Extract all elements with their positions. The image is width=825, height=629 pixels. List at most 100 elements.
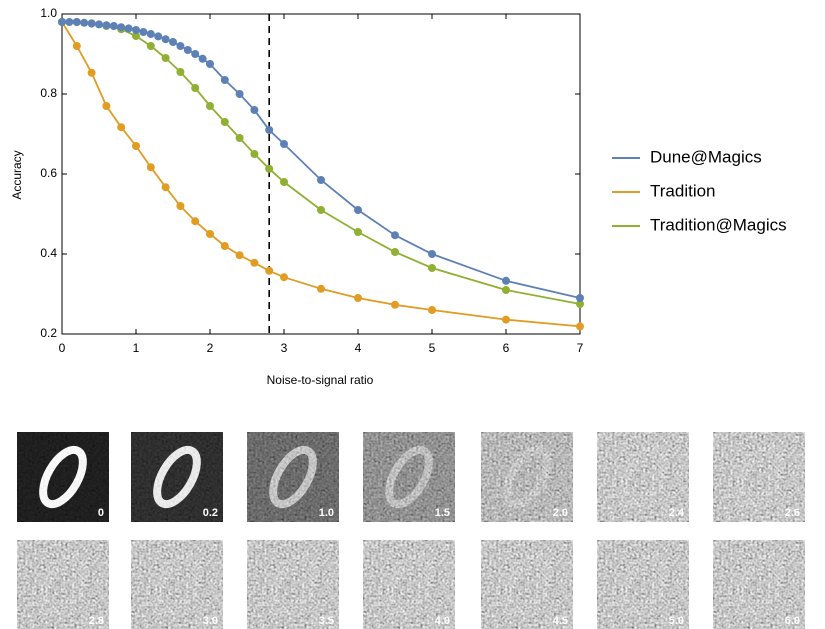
y-axis-label: Accuracy	[10, 150, 24, 199]
data-point	[139, 28, 147, 36]
x-tick-label: 3	[281, 341, 288, 355]
y-tick-label: 0.8	[40, 86, 57, 100]
thumbnail: 2.0	[481, 432, 573, 522]
legend-label: Tradition@Magics	[650, 215, 787, 234]
thumbnail-label: 3.0	[203, 615, 218, 627]
thumbnail: 4.5	[481, 540, 573, 629]
thumbnail: 2.4	[597, 432, 689, 522]
data-point	[147, 42, 155, 50]
y-tick-label: 0.4	[40, 246, 57, 260]
data-point	[162, 183, 170, 191]
data-point	[147, 163, 155, 171]
data-point	[191, 217, 199, 225]
thumbnail-label: 0.2	[203, 507, 218, 519]
data-point	[132, 26, 140, 34]
data-point	[502, 286, 510, 294]
data-point	[391, 248, 399, 256]
data-point	[176, 42, 184, 50]
data-point	[354, 228, 362, 236]
data-point	[236, 90, 244, 98]
data-point	[502, 277, 510, 285]
data-point	[576, 322, 584, 330]
data-point	[317, 285, 325, 293]
data-point	[576, 294, 584, 302]
data-point	[265, 126, 273, 134]
data-point	[265, 165, 273, 173]
data-point	[250, 106, 258, 114]
thumbnail-label: 1.0	[319, 507, 334, 519]
thumbnail-label: 2.6	[785, 507, 800, 519]
thumbnail: 0.2	[131, 432, 223, 522]
y-tick-label: 1.0	[40, 6, 57, 20]
data-point	[221, 242, 229, 250]
x-tick-label: 1	[133, 341, 140, 355]
data-point	[102, 102, 110, 110]
data-point	[280, 273, 288, 281]
data-point	[88, 20, 96, 28]
thumbnail: 4.0	[363, 540, 455, 629]
thumbnail: 0	[17, 432, 109, 522]
data-point	[280, 140, 288, 148]
data-point	[206, 60, 214, 68]
data-point	[73, 42, 81, 50]
data-point	[191, 84, 199, 92]
thumbnail: 1.5	[363, 432, 455, 522]
legend-label: Tradition	[650, 181, 716, 200]
thumbnail-noise	[17, 432, 109, 522]
data-point	[502, 316, 510, 324]
data-point	[95, 20, 103, 28]
thumbnail-label: 3.5	[319, 615, 334, 627]
data-point	[236, 251, 244, 259]
thumbnail: 1.0	[247, 432, 339, 522]
thumbnail-label: 4.0	[435, 615, 450, 627]
data-point	[391, 231, 399, 239]
data-point	[73, 18, 81, 26]
data-point	[117, 23, 125, 31]
data-point	[88, 69, 96, 77]
thumbnail: 3.5	[247, 540, 339, 629]
series-line	[62, 22, 580, 304]
data-point	[110, 22, 118, 30]
data-point	[265, 267, 273, 275]
series-line	[62, 22, 580, 298]
x-tick-label: 2	[207, 341, 214, 355]
data-point	[125, 24, 133, 32]
data-point	[206, 102, 214, 110]
x-tick-label: 0	[59, 341, 66, 355]
x-axis-label: Noise-to-signal ratio	[267, 373, 374, 387]
x-tick-label: 4	[355, 341, 362, 355]
data-point	[117, 123, 125, 131]
data-point	[65, 18, 73, 26]
thumbnail-label: 6.0	[785, 615, 800, 627]
data-point	[317, 206, 325, 214]
x-tick-label: 5	[429, 341, 436, 355]
thumbnail-label: 4.5	[553, 615, 568, 627]
thumbnail-label: 2.4	[669, 507, 685, 519]
data-point	[176, 68, 184, 76]
data-point	[206, 230, 214, 238]
data-point	[154, 32, 162, 40]
data-point	[236, 134, 244, 142]
data-point	[391, 301, 399, 309]
data-point	[317, 176, 325, 184]
data-point	[191, 50, 199, 58]
data-point	[354, 206, 362, 214]
data-point	[162, 54, 170, 62]
data-point	[221, 76, 229, 84]
thumbnail-label: 0	[98, 507, 104, 519]
data-point	[354, 294, 362, 302]
data-point	[428, 250, 436, 258]
thumbnail-label: 1.5	[435, 507, 450, 519]
thumbnail: 5.0	[597, 540, 689, 629]
x-tick-label: 6	[503, 341, 510, 355]
data-point	[80, 19, 88, 27]
data-point	[280, 178, 288, 186]
thumbnail: 2.6	[713, 432, 805, 522]
data-point	[102, 21, 110, 29]
x-tick-label: 7	[577, 341, 584, 355]
y-tick-label: 0.6	[40, 166, 57, 180]
data-point	[176, 202, 184, 210]
figure: Noise-to-signal ratio Accuracy 0 1 2 3 4 5 6 7 0…	[0, 0, 825, 629]
data-point	[199, 55, 207, 63]
data-point	[428, 264, 436, 272]
